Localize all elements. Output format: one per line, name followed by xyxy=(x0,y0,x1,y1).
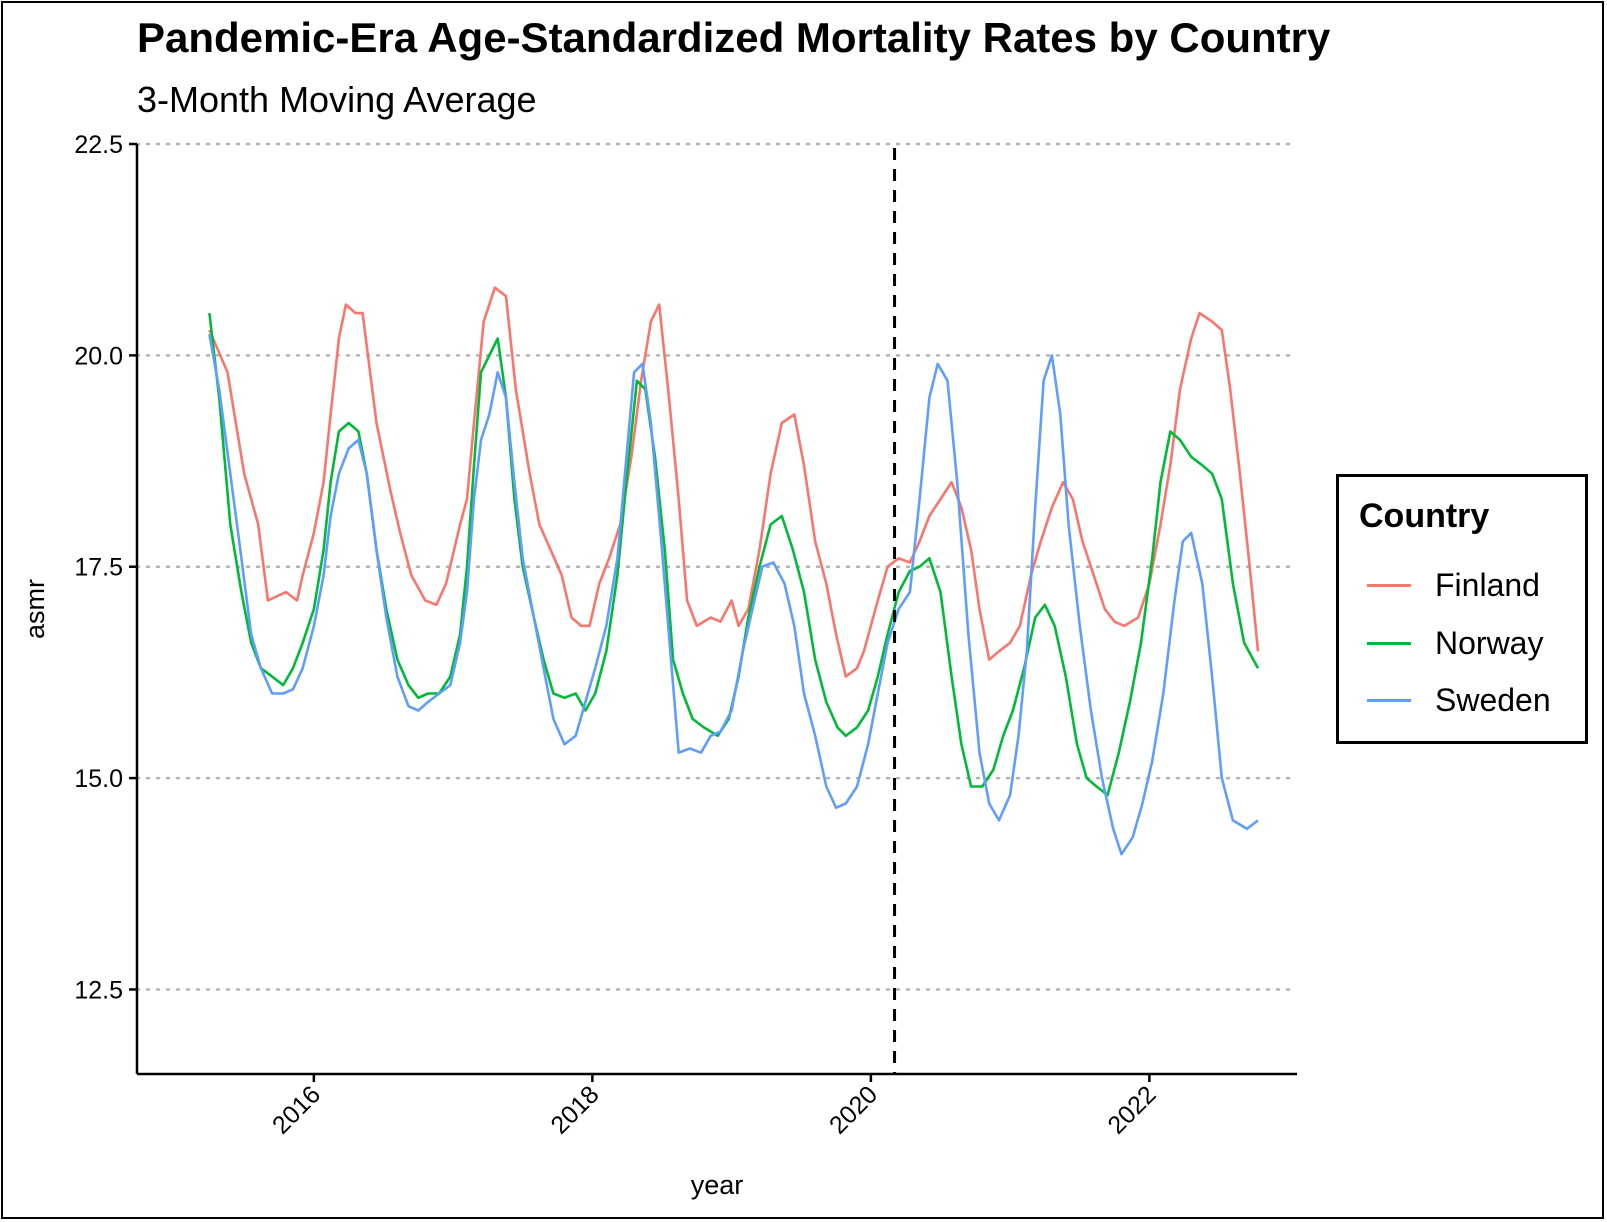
series-lines xyxy=(208,286,1260,856)
x-axis-label: year xyxy=(691,1170,744,1200)
chart-subtitle: 3-Month Moving Average xyxy=(137,79,537,120)
legend-title: Country xyxy=(1359,497,1490,535)
legend-label-sweden: Sweden xyxy=(1435,682,1551,718)
x-tick-label: 2018 xyxy=(545,1080,604,1139)
legend-item-finland: Finland xyxy=(1367,565,1577,605)
chart-title: Pandemic-Era Age-Standardized Mortality … xyxy=(137,14,1331,61)
y-tick-label: 20.0 xyxy=(74,342,123,370)
series-line-finland xyxy=(208,286,1260,678)
legend: Country Finland Norway Sweden xyxy=(1336,474,1588,744)
series-line-norway xyxy=(208,312,1260,797)
y-axis-ticks: 12.5 15.0 17.5 20.0 22.5 xyxy=(74,131,137,1004)
x-tick-label: 2022 xyxy=(1102,1080,1161,1139)
x-tick-label: 2016 xyxy=(267,1080,326,1139)
legend-swatch-norway xyxy=(1367,642,1411,645)
legend-item-sweden: Sweden xyxy=(1367,680,1577,720)
axes xyxy=(135,144,1297,1076)
y-tick-label: 15.0 xyxy=(74,765,123,793)
legend-swatch-sweden xyxy=(1367,699,1411,702)
x-tick-label: 2020 xyxy=(824,1080,883,1139)
series-line-sweden xyxy=(208,333,1259,856)
legend-item-norway: Norway xyxy=(1367,623,1577,663)
y-tick-label: 12.5 xyxy=(74,976,123,1004)
legend-label-finland: Finland xyxy=(1435,567,1540,603)
gridlines xyxy=(135,142,1293,991)
y-axis-label: asmr xyxy=(20,579,50,639)
y-tick-label: 22.5 xyxy=(74,131,123,159)
legend-swatch-finland xyxy=(1367,584,1411,587)
x-axis-ticks: 2016 2018 2020 2022 xyxy=(267,1074,1162,1140)
y-tick-label: 17.5 xyxy=(74,554,123,582)
legend-label-norway: Norway xyxy=(1435,625,1544,661)
